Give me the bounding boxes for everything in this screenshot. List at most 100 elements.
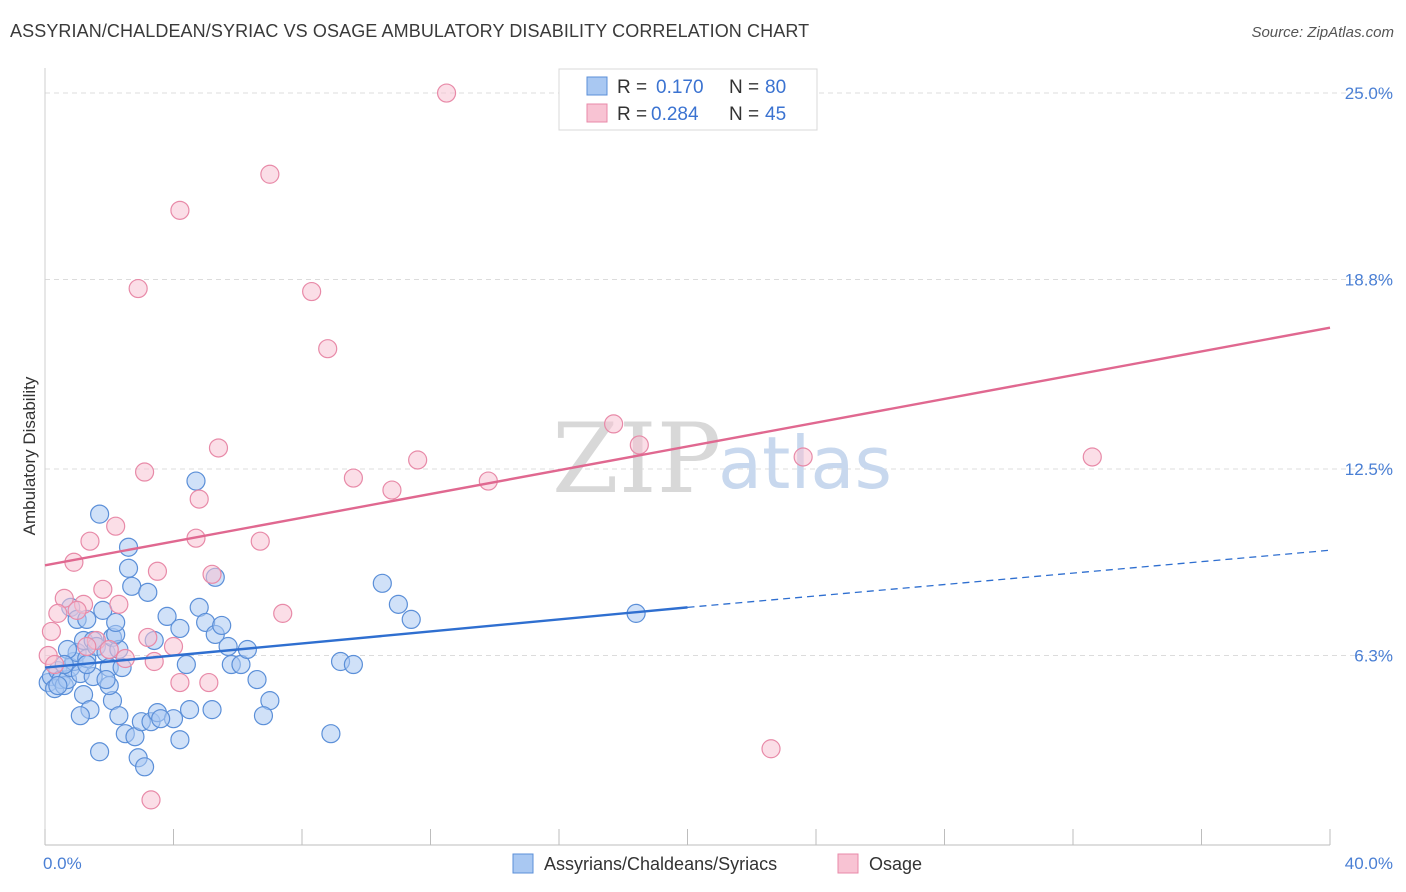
y-axis-label: Ambulatory Disability [20, 376, 39, 535]
assyrians-trend-extension [687, 549, 1331, 609]
axes [44, 68, 1331, 846]
osage-point-30 [273, 603, 293, 623]
osage-point-4 [302, 281, 322, 302]
assyrians-point-71 [401, 609, 421, 630]
bottom-legend-label-assyrians: Assyrians/Chaldeans/Syriacs [544, 854, 777, 874]
osage-point-8 [793, 447, 813, 467]
osage-point-39 [170, 672, 190, 693]
grid-lines [45, 92, 1392, 657]
y-tick-label-0: 6.3% [1354, 647, 1393, 666]
osage-point-24 [93, 579, 113, 599]
osage-point-20 [80, 531, 100, 551]
assyrians-point-64 [134, 757, 155, 777]
legend-n-value-pink: 45 [765, 104, 786, 125]
assyrians-point-37 [179, 700, 200, 720]
osage-point-41 [761, 739, 781, 759]
assyrians-point-66 [96, 669, 116, 690]
osage-point-10 [208, 438, 229, 458]
osage-point-33 [138, 627, 158, 648]
x-tick-min: 0.0% [43, 854, 82, 873]
osage-point-23 [202, 564, 222, 584]
osage-point-17 [250, 531, 270, 551]
assyrians-point-50 [212, 615, 232, 636]
osage-point-31 [41, 621, 62, 642]
osage-point-43 [77, 636, 97, 657]
assyrians-point-67 [186, 471, 206, 491]
assyrians-point-55 [247, 669, 267, 690]
legend-r-label-blue: R = [617, 77, 647, 98]
osage-point-12 [343, 468, 363, 488]
osage-point-13 [408, 450, 428, 470]
watermark-zip: ZIP [552, 403, 721, 515]
osage-point-3 [128, 278, 148, 299]
assyrians-point-51 [218, 636, 238, 657]
osage-point-5 [318, 339, 338, 359]
assyrians-point-65 [90, 742, 110, 762]
watermark: ZIP atlas [552, 403, 892, 515]
assyrians-point-40 [90, 504, 110, 524]
osage-point-40 [199, 672, 219, 693]
assyrians-point-38 [170, 730, 190, 750]
assyrians-point-45 [157, 606, 177, 627]
osage-point-28 [48, 603, 68, 623]
legend-swatch-pink [586, 103, 608, 123]
assyrians-point-44 [138, 582, 158, 602]
legend-n-label-blue: N = [729, 77, 759, 98]
osage-trend-line [44, 326, 1331, 567]
osage-point-6 [604, 414, 624, 434]
osage-point-42 [141, 790, 161, 810]
series-assyrians-points [38, 471, 646, 777]
osage-point-7 [629, 435, 649, 455]
osage-point-35 [99, 639, 119, 660]
series-osage-points [38, 83, 1102, 810]
bottom-legend: Assyrians/Chaldeans/Syriacs Osage [512, 853, 922, 874]
assyrians-point-69 [372, 573, 392, 593]
osage-point-19 [106, 516, 126, 536]
chart-title: ASSYRIAN/CHALDEAN/SYRIAC VS OSAGE AMBULA… [10, 21, 810, 41]
y-tick-labels: 6.3% 12.5% 18.8% 25.0% [1345, 84, 1393, 665]
y-tick-label-3: 25.0% [1345, 84, 1393, 103]
assyrians-point-59 [176, 654, 196, 675]
legend-r-value-pink: 0.284 [651, 104, 699, 125]
osage-point-38 [45, 654, 65, 675]
legend-n-value-blue: 80 [765, 77, 786, 98]
legend-r-value-blue: 0.170 [656, 77, 704, 98]
assyrians-point-43 [122, 576, 142, 596]
legend-box: R = 0.170 N = 80 R = 0.284 N = 45 [558, 68, 818, 131]
source-note: Source: ZipAtlas.com [1251, 24, 1394, 41]
y-tick-label-1: 12.5% [1345, 460, 1393, 479]
assyrians-point-42 [118, 558, 139, 578]
assyrians-point-39 [151, 709, 171, 729]
osage-point-11 [134, 462, 155, 482]
osage-point-1 [260, 164, 280, 184]
assyrians-point-30 [109, 706, 129, 726]
bottom-legend-swatch-blue [512, 853, 534, 874]
legend-swatch-blue [586, 76, 608, 96]
y-tick-label-2: 18.8% [1345, 271, 1393, 290]
osage-point-22 [147, 561, 168, 581]
osage-point-0 [436, 83, 457, 103]
osage-point-2 [170, 200, 190, 220]
assyrians-point-28 [70, 706, 90, 726]
osage-point-44 [144, 651, 164, 672]
assyrians-point-58 [202, 700, 222, 720]
osage-point-29 [67, 600, 87, 620]
osage-point-14 [382, 480, 402, 500]
bottom-legend-label-osage: Osage [869, 854, 922, 874]
assyrians-point-79 [106, 612, 126, 633]
assyrians-point-74 [321, 724, 341, 744]
bottom-legend-swatch-pink [837, 853, 859, 874]
assyrians-point-70 [388, 594, 408, 614]
x-tick-max: 40.0% [1345, 854, 1393, 873]
trend-lines [44, 326, 1331, 669]
assyrians-point-77 [48, 675, 68, 696]
legend-r-label-pink: R = [617, 104, 647, 125]
assyrians-trend-line [44, 606, 688, 669]
assyrians-point-73 [343, 654, 363, 675]
legend-n-label-pink: N = [729, 104, 759, 125]
osage-point-27 [109, 594, 129, 614]
assyrians-point-46 [170, 618, 190, 639]
assyrians-point-57 [253, 706, 274, 726]
osage-point-9 [1082, 447, 1102, 467]
